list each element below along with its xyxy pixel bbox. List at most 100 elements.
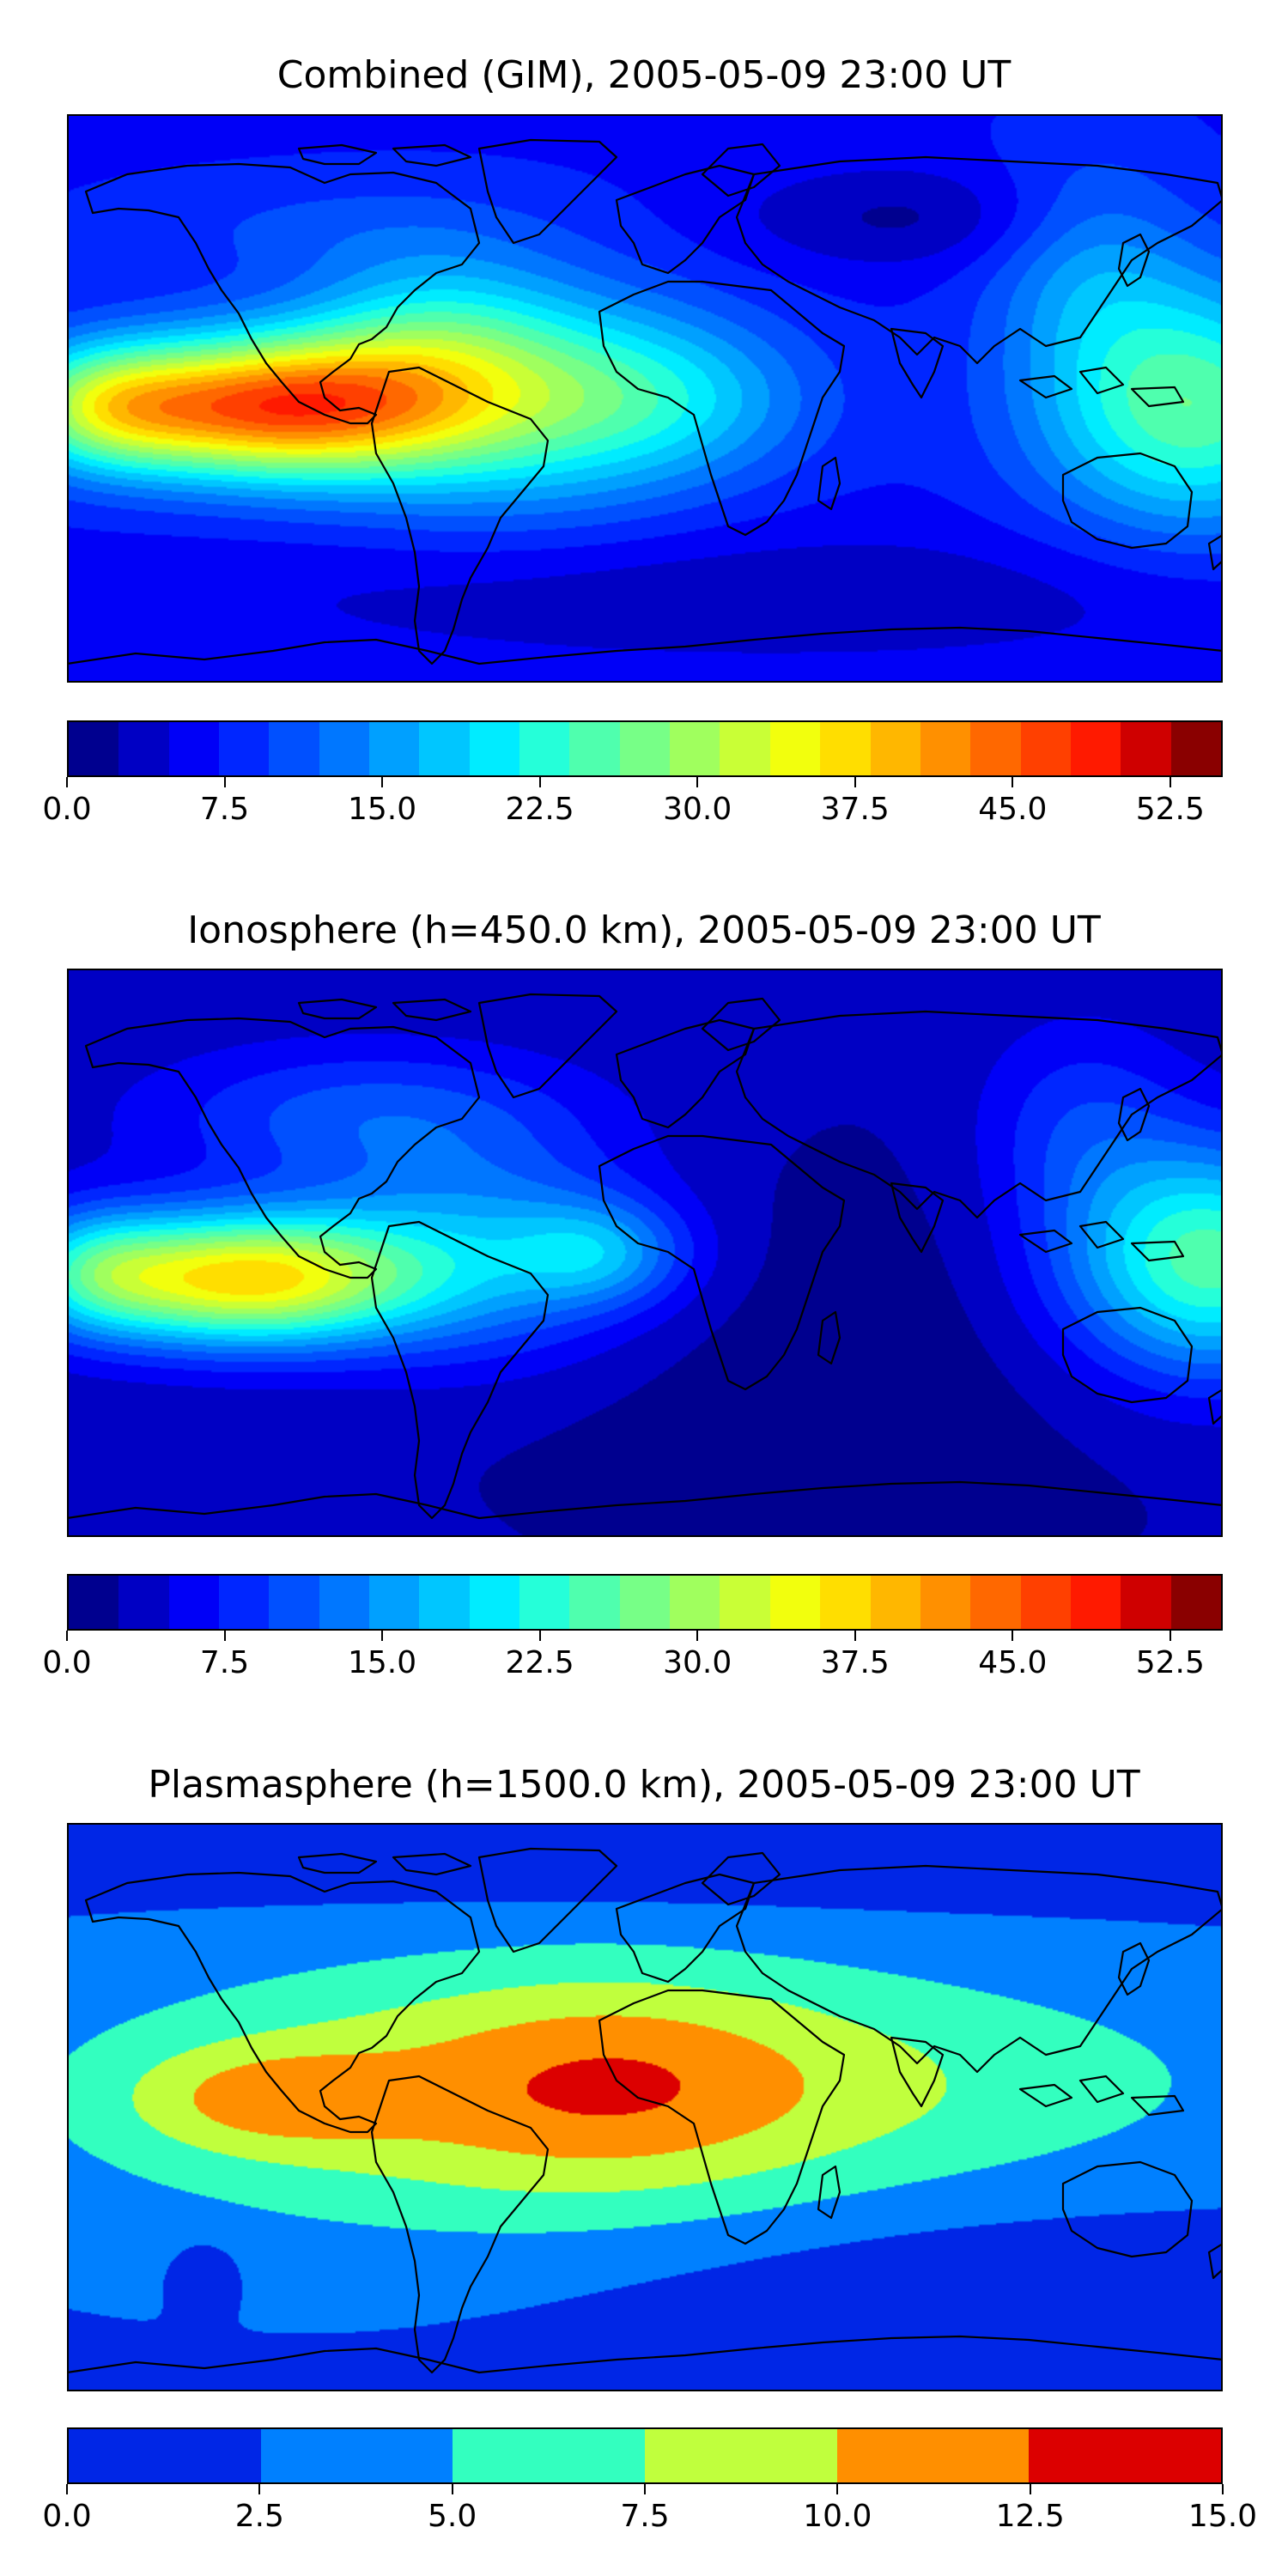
colorbar-tick-label: 30.0 <box>663 792 732 827</box>
colorbar-tick-mark <box>66 1631 68 1641</box>
colorbar-segment <box>69 1576 119 1629</box>
colorbar-segment <box>269 722 319 775</box>
colorbar-segment <box>1029 2429 1222 2482</box>
colorbar-tick-mark <box>223 777 226 787</box>
colorbar-tick-mark <box>381 1631 384 1641</box>
colorbar-tick-label: 45.0 <box>978 792 1048 827</box>
colorbar-segment <box>319 1576 370 1629</box>
colorbar-segment <box>569 722 620 775</box>
colorbar-tick-label: 22.5 <box>505 1645 574 1680</box>
colorbar-tick-mark <box>1169 777 1171 787</box>
colorbar-ticks-plasmasphere: 0.0 2.5 5.0 7.5 10.0 12.5 15.0 <box>42 2484 1257 2536</box>
coastline <box>392 143 472 167</box>
colorbar-tick-mark <box>644 2484 646 2494</box>
coastline <box>1207 1388 1223 1425</box>
coastline <box>735 1864 1223 2074</box>
colorbar-tick-label: 15.0 <box>348 1645 417 1680</box>
coastline <box>1130 1240 1185 1262</box>
colorbar-tick-mark <box>538 777 541 787</box>
colorbar-segment <box>319 722 370 775</box>
colorbar-tick-label: 15.0 <box>348 792 417 827</box>
coastline <box>392 1852 472 1876</box>
coastline <box>1061 452 1194 550</box>
coastline <box>1117 1087 1151 1142</box>
coastline <box>701 997 781 1052</box>
colorbar-tick-mark <box>1029 2484 1031 2494</box>
colorbar-segment <box>619 722 671 775</box>
colorbar-tick-mark <box>696 1631 699 1641</box>
colorbar-segment <box>453 2429 646 2482</box>
colorbar-tick-label: 10.0 <box>803 2499 872 2534</box>
colorbar-tick-label: 7.5 <box>199 1645 250 1680</box>
coastline <box>1018 1229 1073 1254</box>
coastline <box>1078 2075 1125 2104</box>
colorbar-combined <box>67 720 1223 777</box>
colorbar-tick-mark <box>696 777 699 787</box>
coastline <box>1130 2094 1185 2117</box>
colorbar-tick-label: 15.0 <box>1188 2499 1258 2534</box>
coastline <box>1130 386 1185 408</box>
coastline <box>890 327 945 399</box>
panel-title-combined: Combined (GIM), 2005-05-09 23:00 UT <box>276 53 1012 97</box>
colorbar-segment <box>720 722 770 775</box>
colorbar-segment <box>1070 722 1121 775</box>
colorbar-tick-label: 0.0 <box>42 792 92 827</box>
coastline <box>735 1010 1223 1219</box>
colorbar-segment <box>419 722 470 775</box>
colorbar-segment <box>519 1576 570 1629</box>
coastline <box>701 1851 781 1906</box>
colorbar-segment <box>118 722 169 775</box>
colorbar-tick-label: 7.5 <box>620 2499 670 2534</box>
colorbar-segment <box>469 1576 520 1629</box>
colorbar-segment <box>1020 1576 1071 1629</box>
colorbar-ticks-ionosphere: 0.0 7.5 15.0 22.5 30.0 37.5 45.0 52.5 <box>42 1631 1223 1682</box>
panel-title-plasmasphere: Plasmasphere (h=1500.0 km), 2005-05-09 2… <box>148 1763 1140 1807</box>
colorbar-tick-label: 45.0 <box>978 1645 1048 1680</box>
coastline <box>67 626 1223 665</box>
colorbar-segment <box>519 722 570 775</box>
coastline <box>701 143 781 197</box>
colorbar-segment <box>720 1576 770 1629</box>
coastline <box>67 2335 1223 2374</box>
colorbar-tick-label: 5.0 <box>428 2499 477 2534</box>
coastline <box>392 998 472 1022</box>
colorbar-segment <box>168 722 220 775</box>
coastline <box>1117 1941 1151 1996</box>
coastline <box>598 1989 846 2245</box>
coastline <box>67 1480 1223 1520</box>
colorbar-tick-mark <box>1012 777 1014 787</box>
colorbar-segment <box>69 722 119 775</box>
colorbar-segment <box>260 2429 453 2482</box>
coastline <box>817 456 841 511</box>
colorbar-tick-label: 0.0 <box>42 1645 92 1680</box>
colorbar-tick-mark <box>1222 2484 1224 2494</box>
colorbar-segment <box>820 1576 871 1629</box>
colorbar-tick-mark <box>854 1631 856 1641</box>
coastline <box>735 155 1223 365</box>
coastline <box>1117 233 1151 288</box>
colorbar-segment <box>670 1576 720 1629</box>
map-plasmasphere <box>67 1823 1223 2391</box>
coastline <box>615 1873 756 1984</box>
colorbar-segment <box>1121 722 1171 775</box>
colorbar-segment <box>769 722 821 775</box>
colorbar-segment <box>670 722 720 775</box>
colorbar-tick-mark <box>836 2484 839 2494</box>
colorbar-tick-label: 22.5 <box>505 792 574 827</box>
colorbar-segment <box>269 1576 319 1629</box>
colorbar-tick-mark <box>854 777 856 787</box>
combined-contour-field <box>67 114 1223 683</box>
colorbar-segment <box>369 722 420 775</box>
colorbar-ionosphere <box>67 1574 1223 1631</box>
colorbar-segment <box>769 1576 821 1629</box>
plasmasphere-contour-field <box>67 1823 1223 2391</box>
colorbar-segment <box>69 2429 261 2482</box>
coastline <box>84 1017 481 1279</box>
colorbar-segment <box>920 1576 971 1629</box>
colorbar-segment <box>870 1576 920 1629</box>
colorbar-segment <box>469 722 520 775</box>
colorbar-segment <box>619 1576 671 1629</box>
coastline <box>615 164 756 275</box>
colorbar-segment <box>820 722 871 775</box>
colorbar-tick-mark <box>538 1631 541 1641</box>
